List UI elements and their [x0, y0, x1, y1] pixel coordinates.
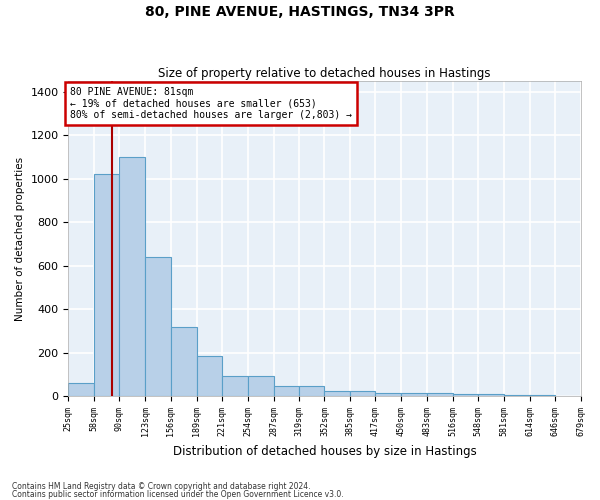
Bar — [530, 394, 554, 396]
X-axis label: Distribution of detached houses by size in Hastings: Distribution of detached houses by size … — [173, 444, 476, 458]
Bar — [119, 157, 145, 396]
Bar — [453, 394, 478, 396]
Bar — [197, 356, 222, 397]
Bar — [325, 391, 350, 396]
Bar — [274, 386, 299, 396]
Bar — [145, 257, 171, 396]
Bar — [478, 394, 504, 396]
Bar — [68, 384, 94, 396]
Bar — [171, 327, 197, 396]
Title: Size of property relative to detached houses in Hastings: Size of property relative to detached ho… — [158, 66, 491, 80]
Bar — [401, 392, 427, 396]
Bar — [299, 386, 325, 396]
Text: Contains public sector information licensed under the Open Government Licence v3: Contains public sector information licen… — [12, 490, 344, 499]
Bar — [94, 174, 119, 396]
Bar — [504, 394, 530, 396]
Bar — [248, 376, 274, 396]
Text: 80, PINE AVENUE, HASTINGS, TN34 3PR: 80, PINE AVENUE, HASTINGS, TN34 3PR — [145, 5, 455, 19]
Bar — [350, 391, 376, 396]
Y-axis label: Number of detached properties: Number of detached properties — [15, 156, 25, 320]
Bar — [376, 392, 401, 396]
Bar — [427, 393, 453, 396]
Bar — [222, 376, 248, 396]
Text: 80 PINE AVENUE: 81sqm
← 19% of detached houses are smaller (653)
80% of semi-det: 80 PINE AVENUE: 81sqm ← 19% of detached … — [70, 87, 352, 120]
Text: Contains HM Land Registry data © Crown copyright and database right 2024.: Contains HM Land Registry data © Crown c… — [12, 482, 311, 491]
